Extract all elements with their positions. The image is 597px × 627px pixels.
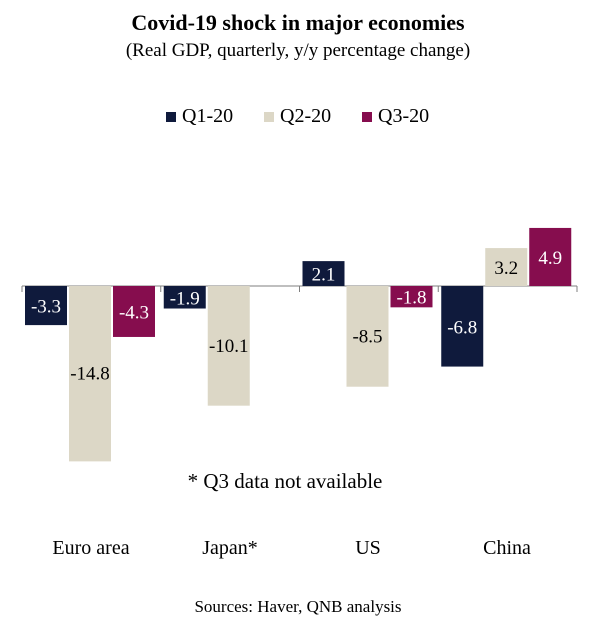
bar-q1-20-euro-area [25,286,67,326]
data-label: -4.3 [119,302,149,323]
data-label: -1.8 [396,288,426,309]
data-label: -10.1 [209,336,249,357]
category-label-japan: Japan* [202,537,258,559]
bar-q1-20-china [441,286,484,367]
data-label: -8.5 [352,326,382,347]
bar-q2-20-china [485,248,528,286]
footnote: * Q3 data not available [188,469,383,493]
data-label: 3.2 [494,258,518,279]
bar-q3-20-euro-area [113,286,155,337]
data-label: 4.9 [538,248,562,269]
legend-swatch-q2 [264,112,274,122]
chart-subtitle: (Real GDP, quarterly, y/y percentage cha… [126,40,470,61]
category-label-euro-area: Euro area [52,537,129,559]
data-label: -14.8 [70,364,110,385]
data-label: -1.9 [170,288,200,309]
bar-q1-20-us [302,261,345,286]
plot-area: -3.3 -14.8 -4.3 -1.9 -10.1 2.1 -8.5 -1.8 -6.8 3.2… [21,227,578,462]
category-label-china: China [483,537,531,559]
bar-q2-20-euro-area [69,286,111,462]
category-labels: Euro area Japan* US China [52,537,531,559]
chart-title: Covid-19 shock in major economies [131,10,465,35]
bar-q2-20-japan [207,286,250,406]
bar-q2-20-us [346,286,389,387]
data-label: 2.1 [312,265,336,286]
legend-swatch-q1 [166,112,176,122]
legend: Q1-20 Q2-20 Q3-20 [166,105,429,127]
legend-label-q2: Q2-20 [280,105,331,127]
source-note: Sources: Haver, QNB analysis [194,597,401,616]
legend-label-q1: Q1-20 [182,105,233,127]
bar-q3-20-us [390,286,433,308]
category-label-us: US [355,537,381,559]
bar-q1-20-japan [163,286,206,309]
data-label: -3.3 [31,297,61,318]
bar-q3-20-china [529,227,572,286]
legend-label-q3: Q3-20 [378,105,429,127]
data-label: -6.8 [447,317,477,338]
legend-swatch-q3 [362,112,372,122]
